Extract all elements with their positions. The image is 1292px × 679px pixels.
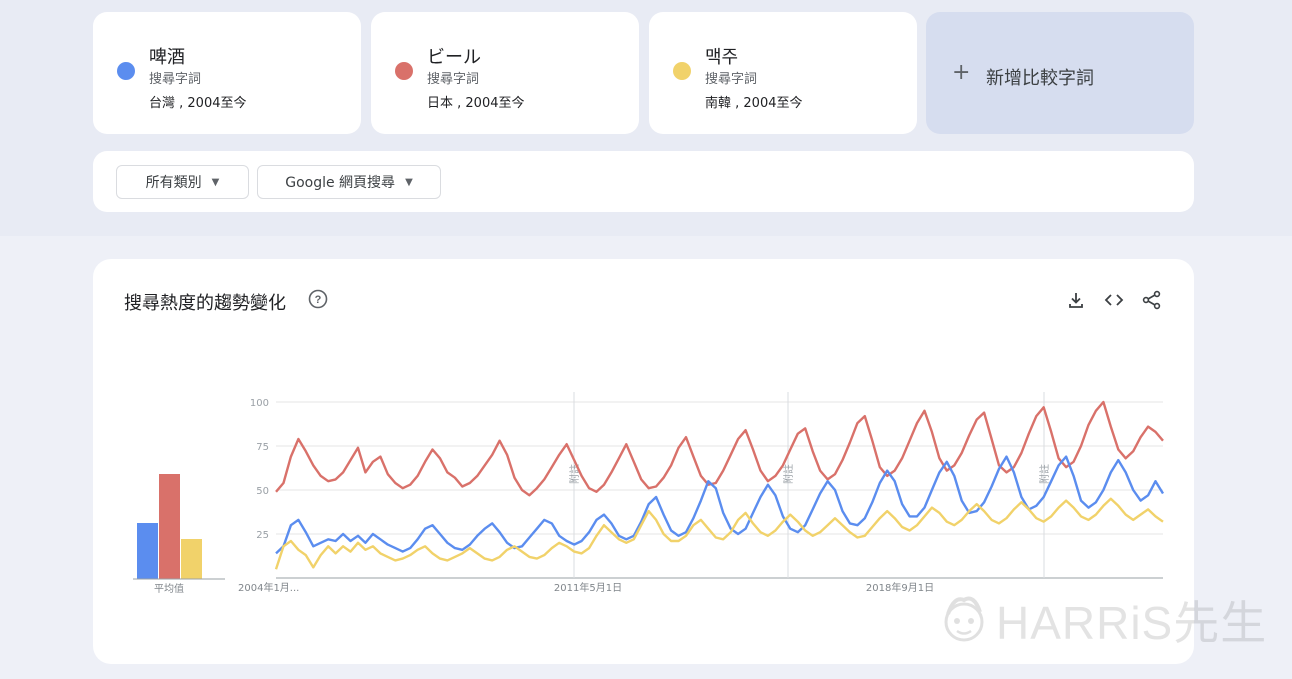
chart-title: 搜尋熱度的趨勢變化: [124, 293, 286, 314]
add-comparison-label: 新增比較字詞: [986, 68, 1094, 89]
y-tick-label: 100: [250, 398, 269, 409]
help-circle-icon[interactable]: ?: [307, 288, 329, 310]
download-icon[interactable]: [1065, 289, 1087, 311]
search-property-dropdown[interactable]: Google 網頁搜尋 ▼: [257, 165, 441, 199]
term-card-beer-jp[interactable]: ビール 搜尋字詞 日本 , 2004至今: [371, 12, 639, 134]
avg-axis-label: 平均值: [154, 582, 184, 595]
face-logo-icon: [944, 596, 984, 642]
series-color-dot: [395, 62, 413, 80]
share-icon[interactable]: [1141, 289, 1163, 311]
watermark-text: HARRiS先生: [996, 597, 1268, 649]
avg-bar-3: [181, 539, 202, 579]
interest-over-time-card: 搜尋熱度的趨勢變化 ? 平均值 25 50 75 100 附註 附註 附註 2004年1月..…: [93, 259, 1194, 664]
term-region[interactable]: 日本 , 2004至今: [427, 96, 525, 111]
dropdown-arrow-icon: ▼: [405, 176, 413, 188]
x-tick-label: 2018年9月1日: [866, 581, 934, 594]
term-name: ビール: [427, 47, 481, 68]
series-color-dot: [117, 62, 135, 80]
category-dropdown[interactable]: 所有類別 ▼: [116, 165, 249, 199]
note-marker-label[interactable]: 附註: [568, 464, 581, 484]
note-marker-label[interactable]: 附註: [1038, 464, 1051, 484]
series-line-1: [275, 400, 1164, 497]
svg-text:?: ?: [315, 294, 322, 306]
series-color-dot: [673, 62, 691, 80]
category-dropdown-label: 所有類別: [145, 175, 202, 191]
series-line-2: [275, 455, 1165, 555]
term-card-beer-tw[interactable]: 啤酒 搜尋字詞 台灣 , 2004至今: [93, 12, 361, 134]
avg-bar-2: [159, 474, 180, 579]
plus-icon: +: [952, 60, 971, 85]
term-type: 搜尋字詞: [427, 72, 480, 87]
y-tick-label: 50: [256, 486, 269, 497]
y-tick-label: 75: [256, 442, 269, 453]
term-type: 搜尋字詞: [705, 72, 758, 87]
x-tick-label: 2004年1月...: [238, 581, 299, 594]
avg-bar-1: [137, 523, 158, 579]
code-icon[interactable]: [1103, 289, 1125, 311]
term-type: 搜尋字詞: [149, 72, 202, 87]
term-name: 맥주: [705, 47, 739, 68]
term-region[interactable]: 南韓 , 2004至今: [705, 96, 803, 111]
series-line-3: [274, 497, 1164, 570]
x-tick-label: 2011年5月1日: [554, 581, 622, 594]
filter-bar: 所有類別 ▼ Google 網頁搜尋 ▼: [93, 151, 1194, 212]
watermark: HARRiS先生: [940, 588, 1267, 652]
average-bar-chart: 平均值: [133, 474, 225, 595]
term-card-beer-kr[interactable]: 맥주 搜尋字詞 南韓 , 2004至今: [649, 12, 917, 134]
y-tick-label: 25: [256, 530, 269, 541]
term-name: 啤酒: [149, 47, 185, 68]
search-property-label: Google 網頁搜尋: [285, 175, 396, 191]
add-comparison-button[interactable]: + 新增比較字詞: [926, 12, 1194, 134]
term-region[interactable]: 台灣 , 2004至今: [149, 96, 247, 111]
trend-line-chart: 25 50 75 100 附註 附註 附註 2004年1月... 2011年5月1日 2018年9…: [238, 392, 1165, 594]
note-marker-label[interactable]: 附註: [782, 464, 795, 484]
dropdown-arrow-icon: ▼: [211, 176, 220, 188]
